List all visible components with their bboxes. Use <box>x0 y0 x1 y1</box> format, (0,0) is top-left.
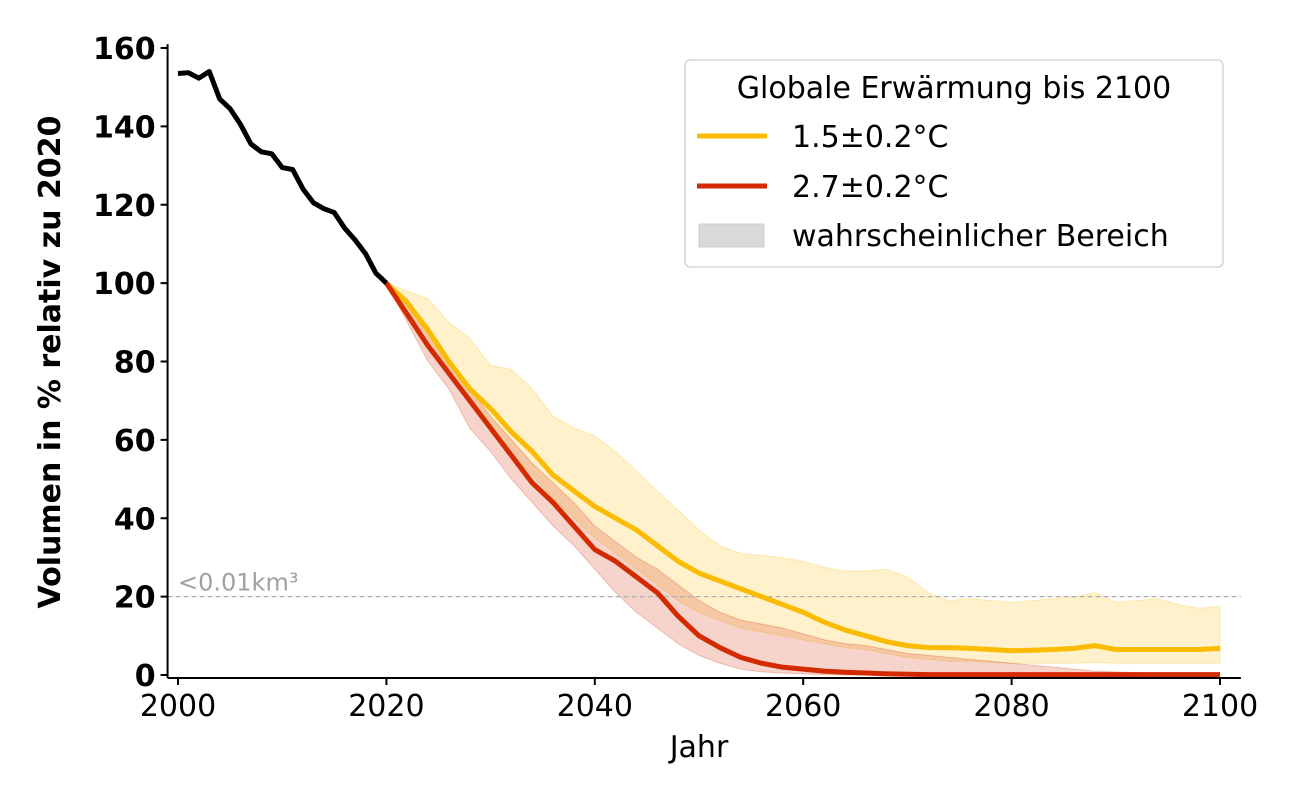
y-tick-label: 20 <box>114 581 156 616</box>
x-tick-label: 2020 <box>348 689 424 724</box>
series-line-0 <box>177 69 389 285</box>
x-axis-label: Jahr <box>668 730 729 765</box>
legend-title: Globale Erwärmung bis 2100 <box>737 71 1171 106</box>
x-tick-label: 2000 <box>140 689 216 724</box>
y-tick-label: 100 <box>93 267 156 302</box>
legend-swatch-range <box>698 223 765 248</box>
x-tick-label: 2040 <box>557 689 633 724</box>
y-tick-label: 120 <box>93 189 156 224</box>
series-line-1 <box>384 281 1221 654</box>
legend-label-2-7: 2.7±0.2°C <box>792 170 949 205</box>
x-tick-label: 2080 <box>973 689 1049 724</box>
y-tick-label: 0 <box>135 659 156 694</box>
uncertainty-bands <box>384 282 1221 676</box>
x-tick-label: 2060 <box>765 689 841 724</box>
y-tick-label: 80 <box>114 346 156 381</box>
x-tick-label: 2100 <box>1182 689 1258 724</box>
legend-label-range: wahrscheinlicher Bereich <box>792 219 1169 254</box>
y-axis-label: Volumen in % relativ zu 2020 <box>33 116 68 609</box>
y-tick-label: 160 <box>93 32 156 67</box>
y-tick-label: 60 <box>114 424 156 459</box>
legend-frame <box>684 59 1224 268</box>
reference-line-label: <0.01km³ <box>178 569 298 597</box>
series-lines <box>177 69 1221 678</box>
legend-label-1-5: 1.5±0.2°C <box>792 120 949 155</box>
y-tick-label: 140 <box>93 110 156 145</box>
y-tick-label: 40 <box>114 502 156 537</box>
legend: Globale Erwärmung bis 2100 1.5±0.2°C 2.7… <box>684 59 1224 268</box>
series-line-2 <box>384 281 1220 678</box>
